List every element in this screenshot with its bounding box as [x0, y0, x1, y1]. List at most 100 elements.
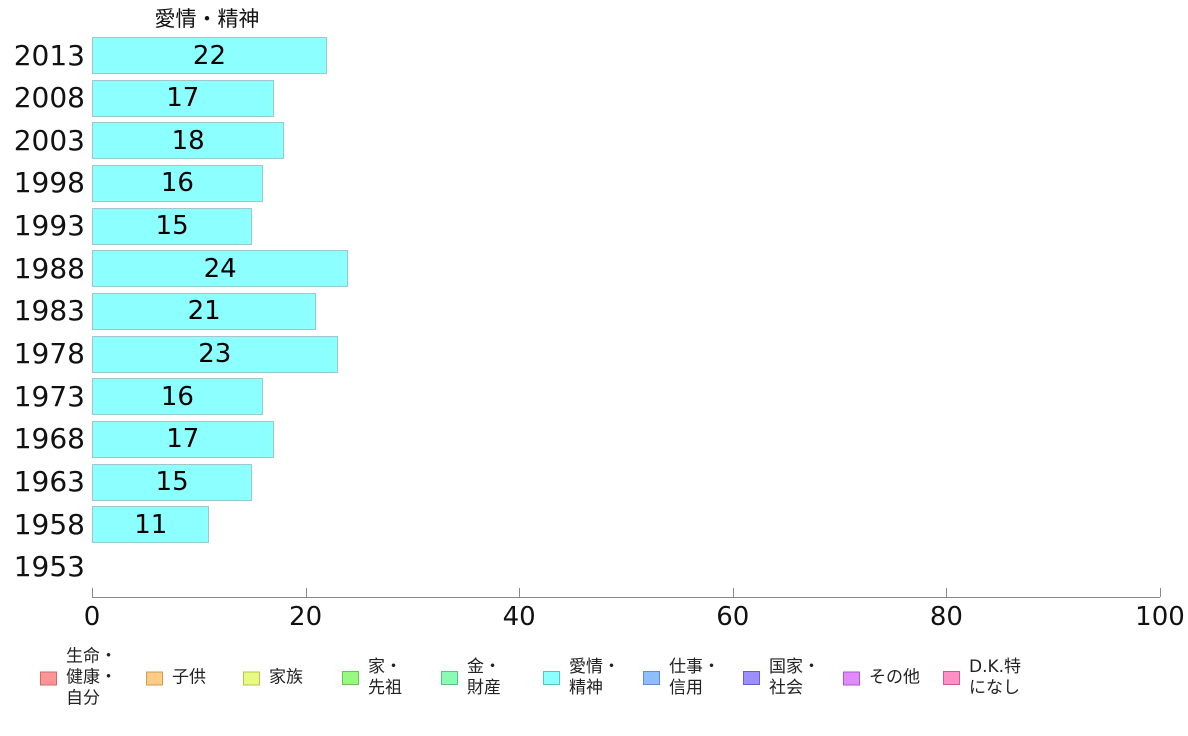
- legend-label: 愛情・ 精神: [569, 657, 620, 699]
- legend-label: 国家・ 社会: [769, 657, 820, 699]
- legend-label: 家族: [269, 668, 303, 689]
- legend-swatch: [543, 671, 560, 685]
- legend-label-line: 精神: [569, 678, 603, 698]
- year-label: 1958: [13, 507, 85, 541]
- bar-value-label: 24: [203, 253, 237, 284]
- legend-label: 生命・ 健康・ 自分: [66, 647, 117, 710]
- chart-title: 愛情・精神: [154, 7, 260, 31]
- legend-item: 家・ 先祖: [342, 657, 402, 699]
- legend-swatch: [146, 671, 163, 685]
- year-label: 1988: [13, 251, 85, 285]
- year-label: 2013: [13, 38, 85, 72]
- bar: 16: [92, 378, 263, 416]
- legend-label-line: 先祖: [368, 678, 402, 698]
- legend-item: 国家・ 社会: [743, 657, 820, 699]
- x-axis-tick: [305, 588, 307, 597]
- bar-value-label: 17: [166, 83, 200, 114]
- legend-swatch: [943, 671, 960, 685]
- x-axis-tick-label: 20: [289, 602, 323, 632]
- legend-item: 家族: [243, 668, 303, 689]
- legend-label-line: 仕事・: [669, 657, 720, 677]
- legend-swatch: [743, 671, 760, 685]
- legend-label-line: その他: [869, 667, 920, 688]
- x-axis-tick-label: 40: [502, 602, 536, 632]
- x-axis-tick-label: 60: [716, 602, 750, 632]
- bar: 18: [92, 122, 285, 160]
- legend-label-line: 子供: [172, 667, 206, 688]
- legend-label-line: になし: [969, 678, 1020, 698]
- legend-label-line: 信用: [669, 678, 703, 698]
- bar-value-label: 11: [134, 509, 168, 540]
- legend-swatch: [40, 671, 57, 685]
- legend-item: 子供: [146, 668, 206, 689]
- legend-label-line: 健康・: [66, 667, 117, 688]
- x-axis-tick-label: 100: [1135, 602, 1185, 632]
- x-axis-tick: [519, 588, 521, 597]
- legend-swatch: [843, 671, 860, 685]
- legend-label-line: 愛情・: [569, 657, 620, 677]
- bar-value-label: 21: [187, 296, 221, 327]
- x-axis-tick: [946, 588, 948, 597]
- bar: 22: [92, 37, 327, 74]
- legend-label: 仕事・ 信用: [669, 657, 720, 699]
- x-axis-tick-label: 80: [929, 602, 963, 632]
- bar-value-label: 18: [171, 125, 205, 156]
- bar: 24: [92, 250, 349, 288]
- legend-label-line: 社会: [769, 678, 803, 698]
- legend-label-line: 国家・: [769, 657, 820, 677]
- bar-value-label: 16: [160, 168, 194, 199]
- bar: 17: [92, 420, 274, 458]
- legend-item: 金・ 財産: [441, 657, 501, 699]
- legend-label-line: 生命・: [66, 646, 117, 667]
- legend-swatch: [342, 671, 359, 685]
- year-label: 1993: [13, 209, 85, 243]
- bar-value-label: 15: [155, 467, 189, 497]
- legend-label: 子供: [172, 668, 206, 689]
- legend-swatch: [243, 671, 260, 685]
- year-label: 1998: [13, 166, 85, 200]
- year-label: 1983: [13, 294, 85, 328]
- legend-label: その他: [869, 668, 920, 689]
- x-axis-tick: [1160, 588, 1161, 597]
- bar-value-label: 16: [160, 381, 194, 412]
- legend-item: 生命・ 健康・ 自分: [40, 647, 117, 710]
- year-label: 1978: [13, 337, 85, 371]
- bar-value-label: 23: [198, 339, 232, 370]
- legend-swatch: [643, 671, 660, 685]
- bar-value-label: 22: [192, 40, 227, 71]
- bar: 15: [92, 207, 253, 245]
- legend-label-line: 家・: [368, 657, 402, 677]
- bar-value-label: 17: [166, 424, 200, 455]
- legend-label: D.K.特 になし: [969, 657, 1021, 699]
- legend-item: D.K.特 になし: [943, 657, 1021, 699]
- bar-value-label: 15: [155, 211, 189, 242]
- year-label: 1968: [13, 422, 85, 456]
- legend-label: 家・ 先祖: [368, 657, 402, 699]
- legend-label: 金・ 財産: [467, 657, 501, 699]
- bar: 21: [92, 292, 317, 330]
- year-label: 1953: [13, 550, 85, 584]
- legend-label-line: 財産: [467, 678, 501, 698]
- x-axis-tick: [92, 588, 93, 597]
- year-label: 1973: [13, 379, 85, 413]
- year-label: 1963: [13, 465, 85, 498]
- bar: 15: [92, 463, 253, 501]
- legend-item: 愛情・ 精神: [543, 657, 620, 699]
- bar: 23: [92, 335, 338, 373]
- legend-label-line: 家族: [269, 667, 303, 688]
- year-label: 2003: [13, 123, 85, 157]
- bar: 16: [92, 164, 263, 202]
- legend-label-line: 自分: [66, 688, 100, 709]
- legend-swatch: [441, 671, 458, 685]
- bar: 17: [92, 79, 274, 117]
- legend-label-line: D.K.特: [969, 657, 1022, 677]
- bar: 11: [92, 506, 210, 544]
- legend-item: 仕事・ 信用: [643, 657, 720, 699]
- x-axis-tick: [732, 588, 734, 597]
- legend-item: その他: [843, 668, 920, 689]
- x-axis-tick-label: 0: [83, 602, 101, 632]
